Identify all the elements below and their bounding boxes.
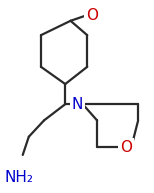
Text: N: N bbox=[72, 97, 83, 112]
Text: O: O bbox=[86, 8, 98, 23]
Text: O: O bbox=[120, 140, 132, 155]
Text: NH₂: NH₂ bbox=[4, 170, 33, 185]
